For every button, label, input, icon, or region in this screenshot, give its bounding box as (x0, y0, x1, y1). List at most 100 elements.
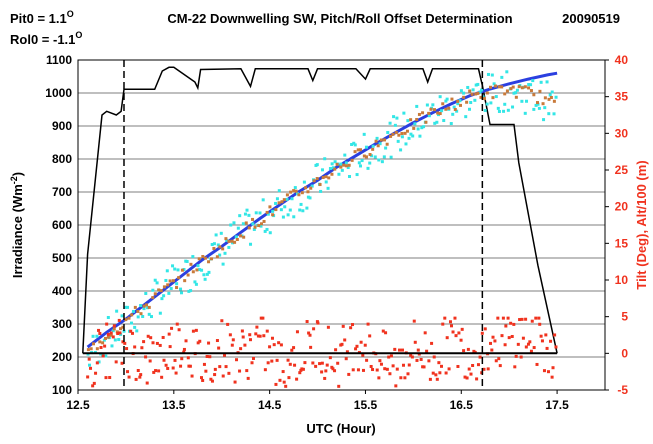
series-3-point-9 (112, 327, 116, 331)
series-4-point-46 (154, 369, 158, 373)
series-4-point-174 (341, 324, 345, 328)
series-2-point-127 (315, 163, 319, 167)
series-3-point-16 (133, 305, 137, 309)
series-4-point-307 (537, 316, 541, 320)
series-4-point-243 (443, 316, 447, 320)
series-4-point-125 (270, 359, 274, 363)
series-3-point-135 (482, 97, 486, 101)
y-left-tick-label-9: 1000 (45, 86, 72, 100)
series-4-point-83 (208, 355, 212, 359)
series-4-point-123 (266, 361, 270, 365)
series-3-point-117 (429, 107, 433, 111)
series-2-point-218 (480, 88, 484, 92)
series-3-point-134 (479, 95, 483, 99)
series-2-point-142 (343, 153, 347, 157)
series-4-point-47 (155, 341, 159, 345)
series-3-point-75 (306, 190, 310, 194)
y-axis-left-label-text: Irradiance (Wm (10, 184, 25, 278)
series-2-point-42 (162, 294, 166, 298)
series-2-point-172 (396, 139, 400, 143)
series-4-point-72 (191, 329, 195, 333)
series-2-point-197 (442, 119, 446, 123)
series-2-point-235 (511, 105, 515, 109)
series-4-point-267 (478, 355, 482, 359)
series-2-point-202 (451, 112, 455, 116)
series-4-point-24 (121, 340, 125, 344)
series-4-point-192 (368, 334, 372, 338)
series-3-point-50 (233, 240, 237, 244)
series-4-point-120 (262, 334, 266, 338)
series-4-point-84 (209, 377, 213, 381)
series-3-point-141 (500, 85, 504, 89)
series-4-point-231 (425, 349, 429, 353)
series-4-point-180 (351, 323, 355, 327)
series-4-point-232 (427, 359, 431, 363)
series-3-point-99 (376, 144, 380, 148)
series-4-point-215 (401, 363, 405, 367)
series-2-point-83 (236, 226, 240, 230)
series-2-point-98 (263, 229, 267, 233)
series-4-point-309 (539, 334, 543, 338)
series-2-point-84 (238, 214, 242, 218)
series-3 (86, 84, 556, 352)
series-2-point-78 (227, 245, 231, 249)
series-3-point-1 (89, 347, 93, 351)
series-2-point-166 (386, 130, 390, 134)
series-4-point-110 (248, 333, 252, 337)
series-2-point-130 (320, 168, 324, 172)
series-2-point-1 (87, 363, 91, 367)
series-2-point-250 (537, 106, 541, 110)
series-2-point-44 (165, 269, 169, 273)
series-4-point-202 (383, 367, 387, 371)
series-2-point-30 (141, 315, 145, 319)
series-2-point-204 (455, 109, 459, 113)
series-4-point-52 (162, 358, 166, 362)
series-4-point-3 (91, 384, 95, 388)
series-4-point-136 (286, 358, 290, 362)
series-4-point-273 (486, 367, 490, 371)
series-4-point-184 (356, 368, 360, 372)
series-3-point-123 (447, 106, 451, 110)
series-2-point-231 (503, 102, 507, 106)
series-2-point-224 (490, 73, 494, 77)
series-2-point-182 (415, 104, 419, 108)
series-4-point-317 (551, 366, 555, 370)
series-2-point-65 (203, 277, 207, 281)
series-3-point-120 (438, 112, 442, 116)
series-4-point-97 (228, 333, 232, 337)
series-4-point-34 (136, 369, 140, 373)
series-4-point-241 (439, 364, 443, 368)
series-2-point-58 (191, 255, 195, 259)
series-3-point-102 (385, 142, 389, 146)
series-2-point-216 (476, 82, 480, 86)
series-3-point-4 (98, 340, 102, 344)
series-2-point-177 (406, 119, 410, 123)
series-4-point-182 (354, 347, 358, 351)
series-3-point-114 (421, 111, 425, 115)
series-2-point-59 (193, 280, 197, 284)
series-4-point-58 (171, 366, 175, 370)
series-2-point-173 (399, 148, 403, 152)
series-3-point-137 (489, 85, 493, 89)
series-4-point-190 (365, 358, 369, 362)
series-4-point-64 (180, 357, 184, 361)
series-4-point-32 (133, 345, 137, 349)
series-4-point-249 (451, 330, 455, 334)
series-4-point-127 (272, 343, 276, 347)
series-2-point-189 (427, 114, 431, 118)
series-4-point-283 (501, 316, 505, 320)
y-right-tick-label-2: 5 (621, 310, 628, 324)
series-2-point-175 (402, 111, 406, 115)
series-4-point-33 (134, 377, 138, 381)
series-4-point-218 (406, 372, 410, 376)
series-4-point-153 (311, 361, 315, 365)
series-2-point-196 (440, 109, 444, 113)
series-4-point-10 (101, 354, 105, 358)
series-2-point-144 (346, 166, 350, 170)
series-3-point-79 (318, 183, 322, 187)
series-4-point-312 (544, 333, 548, 337)
series-3-point-89 (347, 163, 351, 167)
series-4-point-261 (469, 372, 473, 376)
series-2-point-246 (531, 79, 535, 83)
series-2-point-213 (471, 88, 475, 92)
